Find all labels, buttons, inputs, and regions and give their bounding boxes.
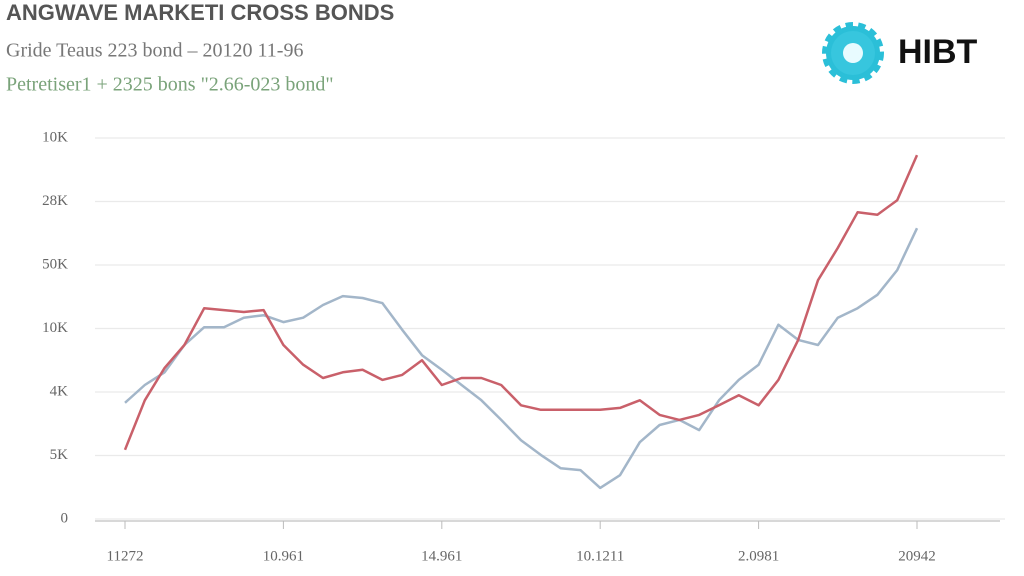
subtitle: Gride Teaus 223 bond – 20120 11-96 xyxy=(6,40,303,62)
x-tick-label: 11272 xyxy=(107,548,144,564)
y-tick-label: 50K xyxy=(42,256,68,272)
logo-text: HIBT xyxy=(898,33,978,71)
line-series xyxy=(123,154,919,451)
y-tick-label: 5K xyxy=(50,447,69,463)
x-tick-label: 10.1211 xyxy=(576,548,624,564)
y-tick-label: 4K xyxy=(50,383,69,399)
x-tick-label: 20942 xyxy=(898,548,936,564)
y-tick-label: 28K xyxy=(42,193,68,209)
logo: HIBT xyxy=(822,22,978,84)
x-tick-label: 14.961 xyxy=(421,548,462,564)
y-tick-label: 0 xyxy=(61,510,69,526)
y-tick-label: 10K xyxy=(42,129,68,145)
line-series xyxy=(124,227,919,490)
y-tick-label: 10K xyxy=(42,320,68,336)
x-tick-label: 2.0981 xyxy=(738,548,779,564)
note: Petretiser1 + 2325 bons "2.66-023 bond" xyxy=(6,74,334,96)
x-tick-label: 10.961 xyxy=(263,548,304,564)
chart-title: ANGWAVE MARKETI CROSS BONDS xyxy=(6,0,394,25)
logo-icon xyxy=(822,22,884,84)
